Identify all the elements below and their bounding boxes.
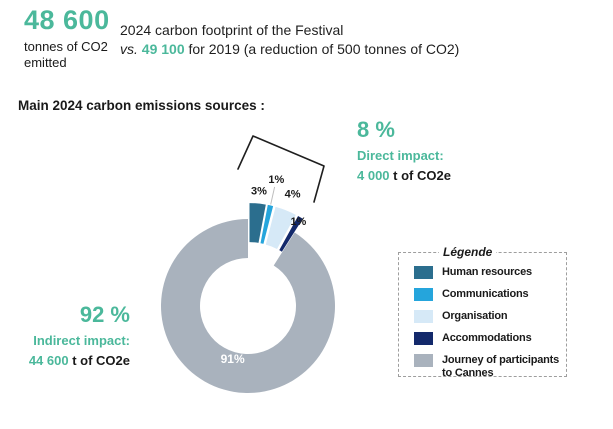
legend-title: Légende — [439, 245, 497, 259]
pie-slice-accommodations — [279, 215, 303, 252]
legend-chip-journey — [414, 354, 433, 367]
legend-item-organisation: Organisation — [414, 310, 566, 323]
total-emissions-unit-line1: tonnes of CO2 — [24, 39, 108, 54]
pie-slice-organisation — [265, 206, 296, 250]
legend-item-human-resources: Human resources — [414, 266, 566, 279]
direct-impact-unit: t of CO2e — [393, 168, 451, 183]
legend-items: Human resources Communications Organisat… — [399, 253, 566, 380]
total-emissions-unit: tonnes of CO2 emitted — [24, 39, 108, 71]
slice-leader-line — [270, 186, 276, 205]
pie-slice-human-resources — [249, 203, 266, 243]
section-title: Main 2024 carbon emissions sources : — [18, 98, 265, 113]
slice-label-communications: 1% — [268, 174, 284, 186]
legend-label-communications: Communications — [442, 288, 529, 300]
legend-chip-human-resources — [414, 266, 433, 279]
header-description-line1: 2024 carbon footprint of the Festival — [120, 22, 344, 38]
previous-year-value: 49 100 — [141, 41, 185, 57]
direct-impact-callout: 8 % Direct impact: 4 000 t of CO2e — [357, 117, 451, 184]
legend-label-organisation: Organisation — [442, 310, 508, 322]
legend-chip-organisation — [414, 310, 433, 323]
indirect-impact-unit: t of CO2e — [72, 353, 130, 368]
direct-impact-value: 4 000 — [357, 168, 390, 183]
indirect-impact-callout: 92 % Indirect impact: 44 600 t of CO2e — [8, 302, 130, 369]
indirect-impact-value-line: 44 600 t of CO2e — [8, 353, 130, 368]
pie-slice-communications — [260, 204, 274, 244]
slice-label-journey-of-participants-to-cannes: 91% — [221, 352, 245, 366]
header-description-line2: vs. 49 100 for 2019 (a reduction of 500 … — [120, 40, 459, 59]
slice-label-human-resources: 3% — [251, 186, 267, 198]
direct-impact-percent: 8 % — [357, 117, 395, 142]
vs-label: vs. — [120, 41, 138, 57]
direct-impact-label: Direct impact: — [357, 148, 444, 163]
legend-item-journey: Journey of participants to Cannes — [414, 354, 566, 380]
legend-label-accommodations: Accommodations — [442, 332, 532, 344]
legend-label-journey: Journey of participants to Cannes — [442, 354, 560, 379]
direct-impact-value-line: 4 000 t of CO2e — [357, 168, 451, 183]
legend-label-human-resources: Human resources — [442, 266, 532, 278]
indirect-impact-label: Indirect impact: — [33, 333, 130, 348]
total-emissions-number: 48 600 — [24, 5, 110, 35]
legend-chip-accommodations — [414, 332, 433, 345]
pie-slice-journey-of-participants-to-cannes — [161, 219, 336, 394]
slice-label-accommodations: 1% — [290, 216, 306, 228]
callout-bracket — [237, 135, 325, 203]
header-description: 2024 carbon footprint of the Festival vs… — [120, 21, 459, 59]
chart-legend: Légende Human resources Communications O… — [398, 245, 567, 380]
header-description-line2-rest: for 2019 (a reduction of 500 tonnes of C… — [188, 41, 460, 57]
total-emissions-unit-line2: emitted — [24, 55, 67, 70]
legend-item-communications: Communications — [414, 288, 566, 301]
indirect-impact-percent: 92 % — [79, 302, 130, 327]
legend-chip-communications — [414, 288, 433, 301]
legend-item-accommodations: Accommodations — [414, 332, 566, 345]
indirect-impact-value: 44 600 — [28, 353, 69, 368]
slice-label-organisation: 4% — [285, 188, 301, 200]
